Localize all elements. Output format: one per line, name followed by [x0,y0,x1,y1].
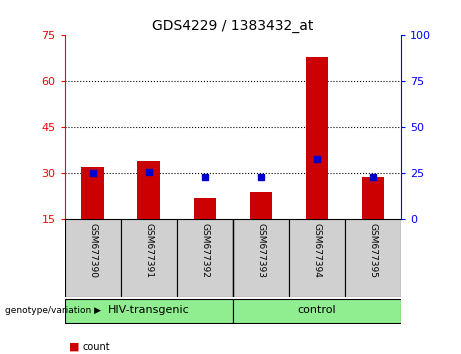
Text: GSM677394: GSM677394 [313,223,321,278]
Bar [65,219,121,297]
Text: genotype/variation ▶: genotype/variation ▶ [5,306,100,315]
Bar [82,167,104,219]
Bar [121,219,177,297]
Text: GSM677390: GSM677390 [88,223,97,278]
Text: ■: ■ [69,342,80,352]
Bar [137,161,160,219]
Text: count: count [83,342,111,352]
Text: control: control [298,305,336,315]
Bar [194,198,216,219]
Text: GSM677395: GSM677395 [368,223,378,278]
Title: GDS4229 / 1383432_at: GDS4229 / 1383432_at [152,19,313,33]
Text: GSM677392: GSM677392 [200,223,209,278]
Bar [233,219,289,297]
Bar [250,192,272,219]
Bar [345,219,401,297]
Bar [306,57,328,219]
Text: GSM677393: GSM677393 [256,223,266,278]
Bar [289,219,345,297]
Bar [233,299,401,322]
Bar [362,177,384,219]
Bar [177,219,233,297]
Text: GSM677391: GSM677391 [144,223,153,278]
Text: HIV-transgenic: HIV-transgenic [108,305,189,315]
Bar [65,299,233,322]
